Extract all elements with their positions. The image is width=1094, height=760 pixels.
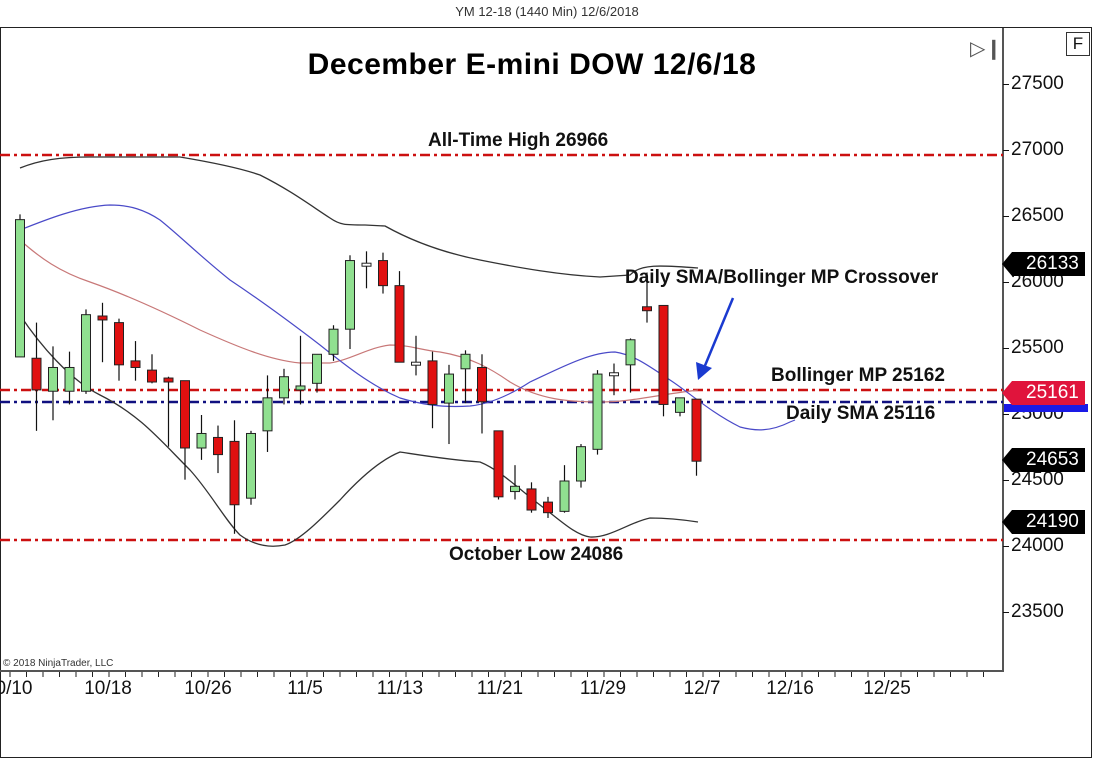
bollinger-mp-line-curve	[19, 239, 699, 403]
candle	[213, 425, 223, 474]
candle	[378, 252, 388, 294]
y-tick-26500: 26500	[1003, 205, 1064, 226]
y-tick-27500: 27500	[1003, 73, 1064, 94]
x-tick-label: 11/13	[376, 678, 424, 699]
candle	[147, 354, 157, 384]
f-button[interactable]: F	[1066, 32, 1090, 56]
skip-to-end-icon[interactable]: ▷❙	[970, 38, 1003, 60]
price-tag-last: 24653	[1002, 448, 1085, 472]
y-tick-27000: 27000	[1003, 139, 1064, 160]
candle	[97, 302, 108, 363]
candle	[361, 251, 372, 289]
candle	[295, 335, 306, 405]
candle	[48, 346, 58, 421]
y-tick-25500: 25500	[1003, 337, 1064, 358]
candle	[609, 363, 619, 396]
candle	[625, 338, 636, 393]
price-tag-bollinger-mp: 25161	[1002, 381, 1085, 405]
x-tick-label: 0/10	[0, 678, 33, 699]
candle	[163, 376, 174, 447]
candle	[279, 368, 289, 405]
candle	[64, 351, 75, 405]
candle	[229, 420, 240, 534]
candle	[31, 322, 42, 431]
y-tick-26000: 26000	[1003, 271, 1064, 292]
candle	[658, 304, 669, 417]
candle	[592, 370, 603, 455]
candle	[130, 341, 141, 381]
candle	[411, 335, 421, 376]
annotation-crossover: Daily SMA/Bollinger MP Crossover	[625, 267, 939, 288]
candle	[477, 354, 487, 434]
candle	[345, 255, 355, 349]
annotation-daily-sma: Daily SMA 25116	[786, 403, 936, 424]
annotation-october-low: October Low 24086	[449, 544, 624, 565]
candle	[559, 465, 570, 513]
crossover-arrow	[696, 297, 735, 380]
candle	[196, 415, 207, 460]
candle	[114, 318, 124, 381]
y-tick-24500: 24500	[1003, 469, 1064, 490]
candle	[576, 444, 586, 488]
annotation-bollinger-mp: Bollinger MP 25162	[771, 365, 945, 386]
window-caption: YM 12-18 (1440 Min) 12/6/2018	[455, 4, 639, 19]
candle	[81, 309, 91, 394]
x-tick-label: 10/18	[84, 678, 132, 699]
annotation-ath: All-Time High 26966	[428, 130, 609, 151]
x-tick-label: 12/25	[863, 678, 911, 699]
copyright-text: © 2018 NinjaTrader, LLC	[3, 658, 114, 669]
candle	[543, 496, 553, 518]
candle	[180, 380, 190, 480]
candlesticks	[15, 214, 702, 534]
candle	[642, 272, 652, 323]
candle	[328, 325, 339, 361]
y-tick-23500: 23500	[1003, 601, 1064, 622]
y-tick-24000: 24000	[1003, 535, 1064, 556]
candle	[460, 350, 471, 404]
candle	[427, 351, 438, 429]
x-tick-label: 12/16	[766, 678, 814, 699]
daily-sma-curve	[19, 204, 796, 431]
price-tag-upper-band: 26133	[1002, 252, 1085, 276]
bollinger-lower-band	[19, 314, 699, 547]
x-tick-label: 12/7	[683, 678, 721, 699]
candle	[246, 430, 256, 505]
candle	[510, 465, 520, 500]
candle	[526, 482, 537, 513]
candle	[444, 364, 454, 445]
candle	[691, 398, 702, 476]
bollinger-upper-band	[19, 156, 699, 278]
x-tick-label: 11/21	[476, 678, 524, 699]
candle	[394, 271, 405, 363]
x-tick-label: 11/5	[287, 678, 323, 699]
candle	[262, 375, 273, 452]
x-tick-label: 10/26	[184, 678, 232, 699]
price-tag-lower-band: 24190	[1002, 510, 1085, 534]
chart-frame	[0, 27, 1092, 758]
candle	[493, 430, 504, 500]
blue-sma-marker	[1004, 404, 1088, 412]
candle	[15, 214, 25, 358]
candle	[675, 397, 685, 417]
x-tick-label: 11/29	[579, 678, 627, 699]
candle	[312, 353, 322, 393]
chart-title: December E-mini DOW 12/6/18	[307, 48, 757, 81]
reference-lines	[0, 153, 1003, 542]
